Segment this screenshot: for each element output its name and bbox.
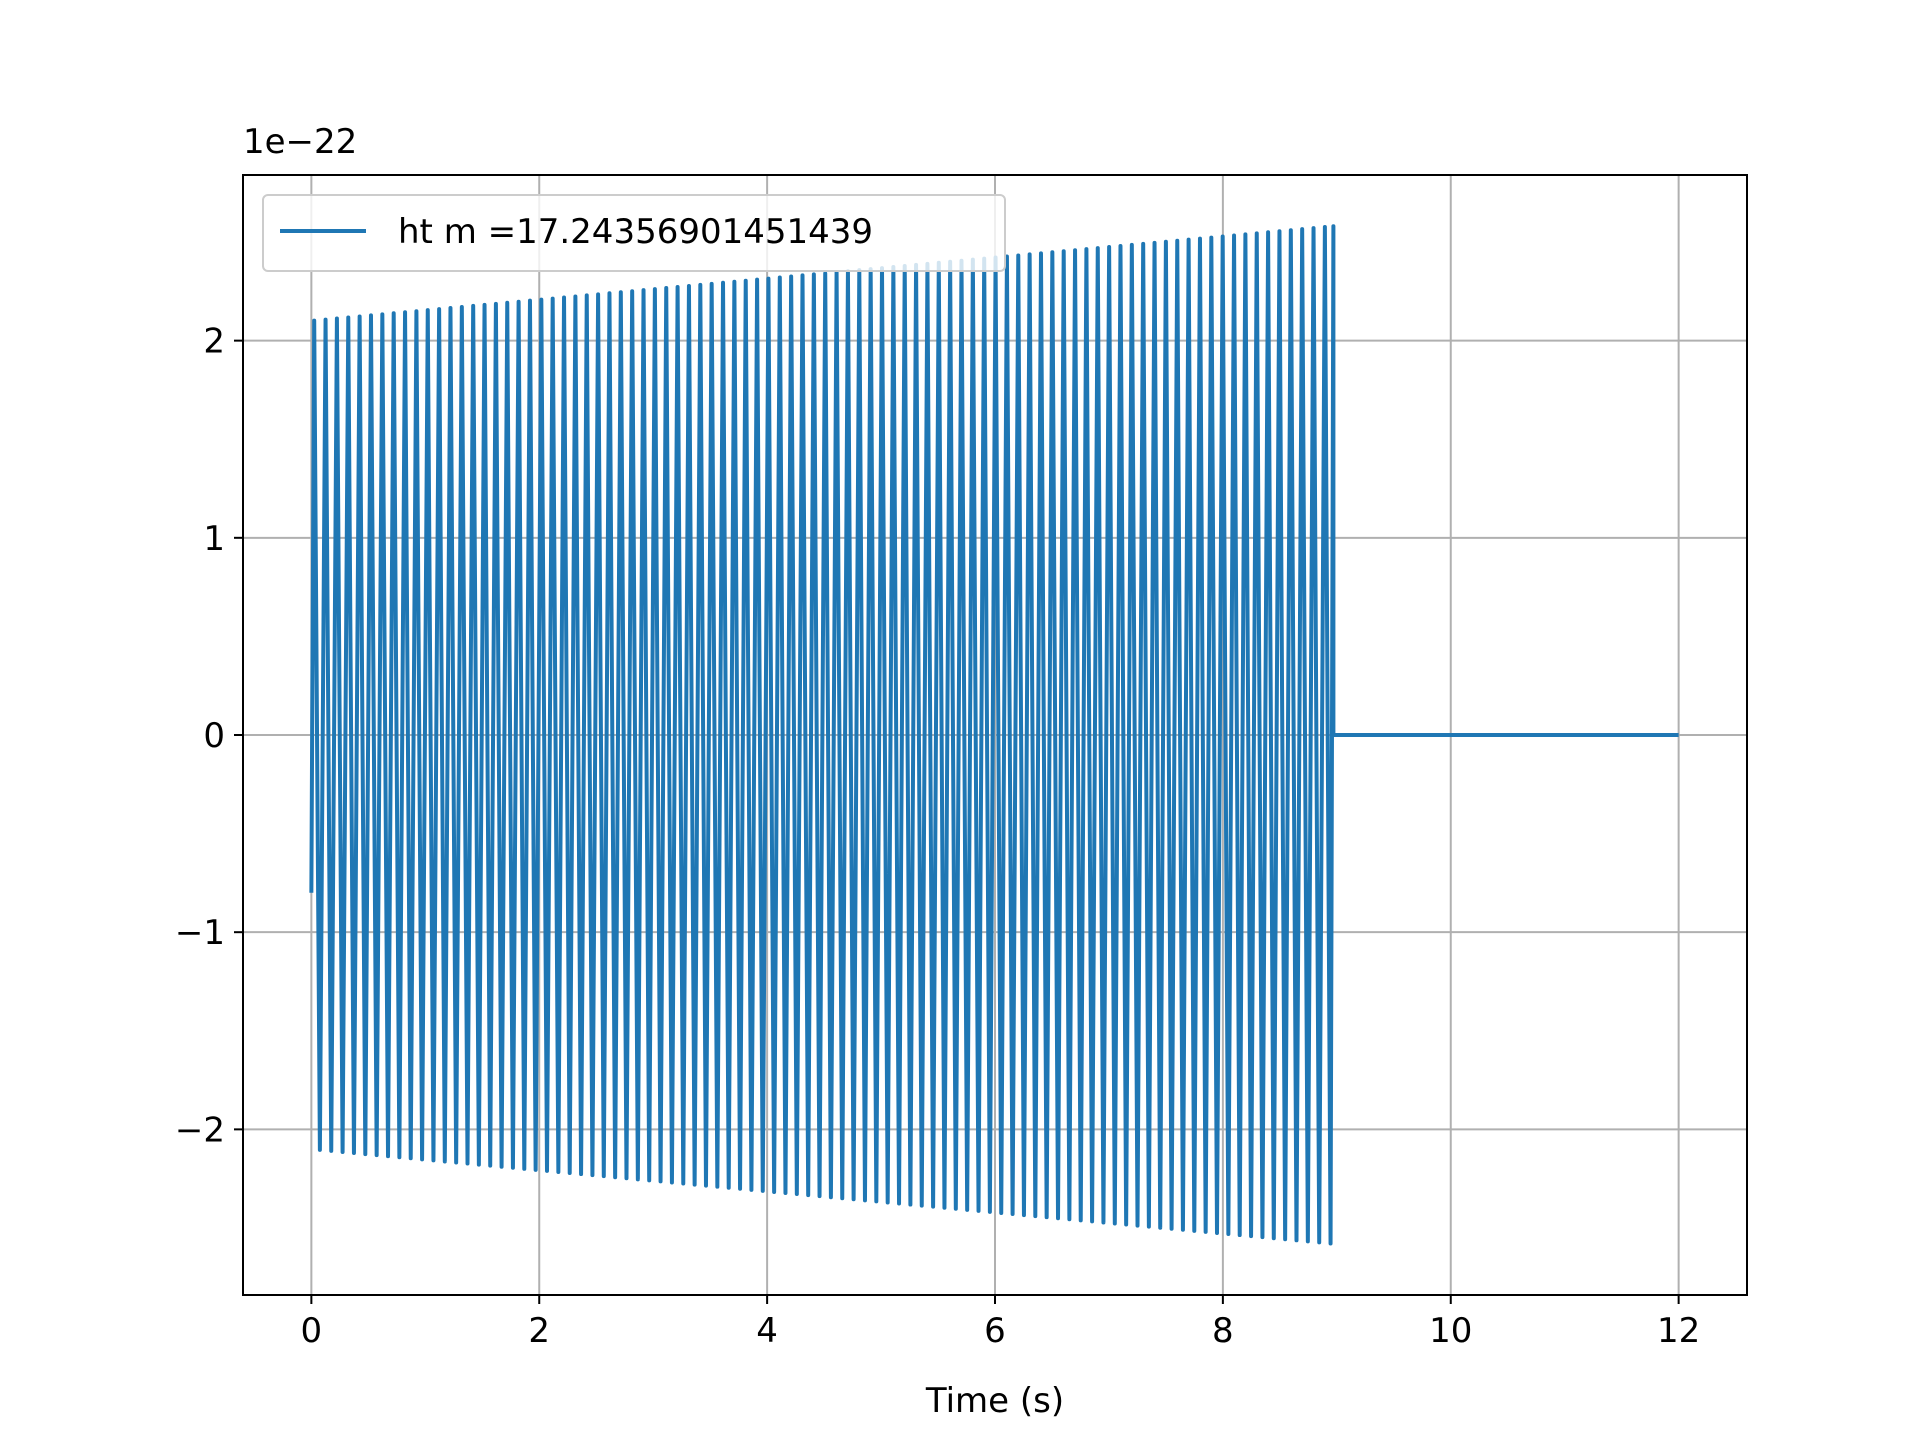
series-line-ht bbox=[309, 224, 1679, 1246]
legend-entry-label: ht m =17.24356901451439 bbox=[398, 212, 873, 252]
x-tick-label: 6 bbox=[984, 1311, 1006, 1351]
series-layer bbox=[309, 224, 1679, 1246]
x-tick-label: 10 bbox=[1429, 1311, 1472, 1351]
x-tick-label: 4 bbox=[756, 1311, 778, 1351]
x-tick-label: 12 bbox=[1657, 1311, 1700, 1351]
x-axis-label: Time (s) bbox=[925, 1381, 1064, 1421]
legend-box bbox=[262, 194, 1006, 272]
x-tick-label: 0 bbox=[301, 1311, 323, 1351]
y-tick-label: 1 bbox=[203, 519, 225, 559]
x-tick-label: 2 bbox=[528, 1311, 550, 1351]
legend: ht m =17.24356901451439 bbox=[262, 194, 1006, 272]
y-tick-label: 0 bbox=[203, 716, 225, 756]
y-tick-label: 2 bbox=[203, 322, 225, 362]
y-axis-offset-label: 1e−22 bbox=[243, 122, 357, 162]
x-tick-label: 8 bbox=[1212, 1311, 1234, 1351]
y-tick-label: −1 bbox=[175, 913, 225, 953]
y-tick-label: −2 bbox=[175, 1110, 225, 1150]
